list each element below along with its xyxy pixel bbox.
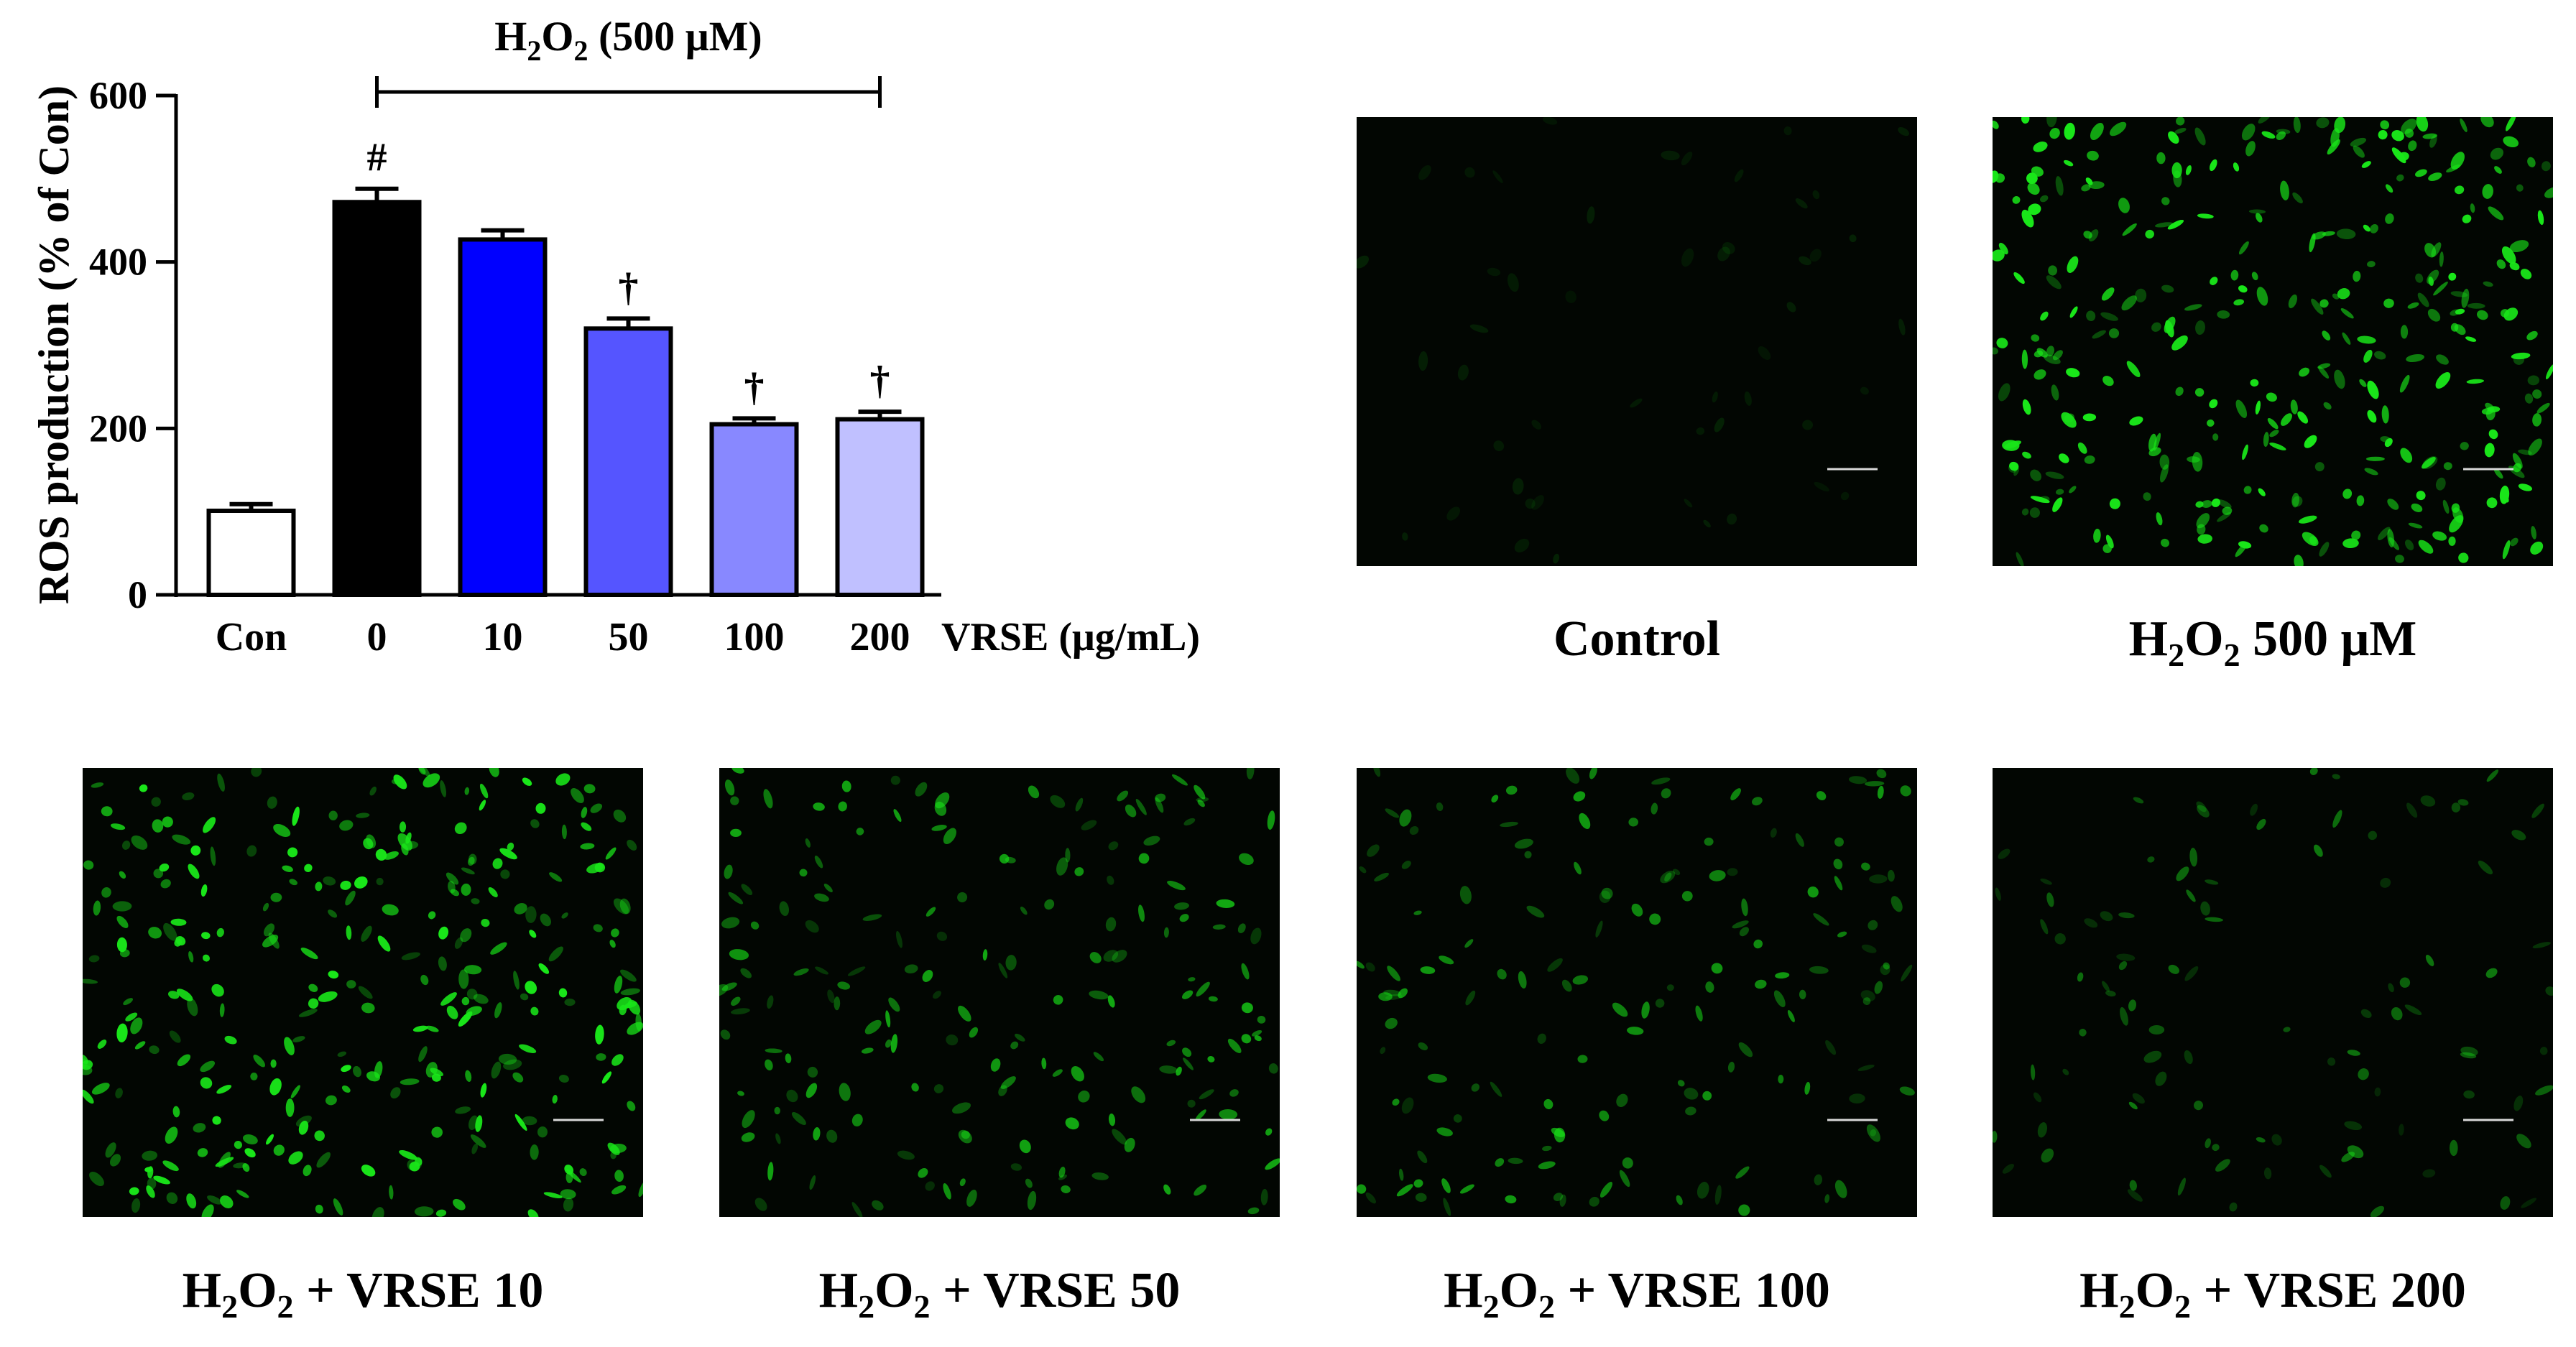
fluorescence-image xyxy=(1357,117,1917,566)
y-tick-label: 200 xyxy=(89,407,147,450)
x-axis-unit-label: VRSE (μg/mL) xyxy=(941,615,1200,659)
x-tick-label: 10 xyxy=(483,615,523,659)
x-tick-label: 200 xyxy=(850,615,910,659)
significance-mark: # xyxy=(367,136,387,180)
bar xyxy=(709,422,799,598)
significance-mark: † xyxy=(870,358,890,403)
y-tick-label: 0 xyxy=(128,573,147,616)
bar xyxy=(458,237,548,597)
x-tick-label: 50 xyxy=(609,615,649,659)
micrograph-panel xyxy=(1993,117,2553,566)
x-tick-label: Con xyxy=(216,615,287,659)
micrograph-panel xyxy=(1357,768,1917,1217)
micrograph-label: H2O2 500 μM xyxy=(2128,611,2417,673)
x-tick-label: 100 xyxy=(724,615,785,659)
fluorescence-image xyxy=(1357,768,1917,1217)
micrograph-panel xyxy=(1357,117,1917,566)
significance-mark: † xyxy=(619,265,639,310)
micrograph-panel xyxy=(719,768,1280,1217)
y-tick-label: 600 xyxy=(89,74,147,117)
fluorescence-image xyxy=(1993,768,2553,1217)
fluorescence-image xyxy=(83,768,643,1217)
micrograph-label: Control xyxy=(1553,611,1721,667)
y-axis-label: ROS production (% of Con) xyxy=(30,85,78,604)
micrograph-label: H2O2 + VRSE 10 xyxy=(182,1263,544,1325)
significance-mark: † xyxy=(744,365,765,409)
x-tick-label: 0 xyxy=(367,615,387,659)
treatment-bracket-label: H2O2 (500 μM) xyxy=(494,13,762,67)
micrograph-label: H2O2 + VRSE 100 xyxy=(1444,1263,1830,1325)
y-tick-label: 400 xyxy=(89,241,147,284)
bar xyxy=(835,417,925,598)
fluorescence-image xyxy=(719,768,1280,1217)
bar xyxy=(206,509,296,598)
ros-bar-chart: 0 200 400 600 ROS production (% of Con) Con #0… xyxy=(30,13,1200,659)
bar xyxy=(332,200,422,597)
fluorescence-image xyxy=(1993,117,2553,566)
micrograph-label: H2O2 + VRSE 50 xyxy=(818,1263,1181,1325)
micrograph-panel xyxy=(1993,768,2553,1217)
bar xyxy=(583,326,673,597)
micrograph-panel xyxy=(83,768,643,1217)
micrograph-label: H2O2 + VRSE 200 xyxy=(2079,1263,2466,1325)
